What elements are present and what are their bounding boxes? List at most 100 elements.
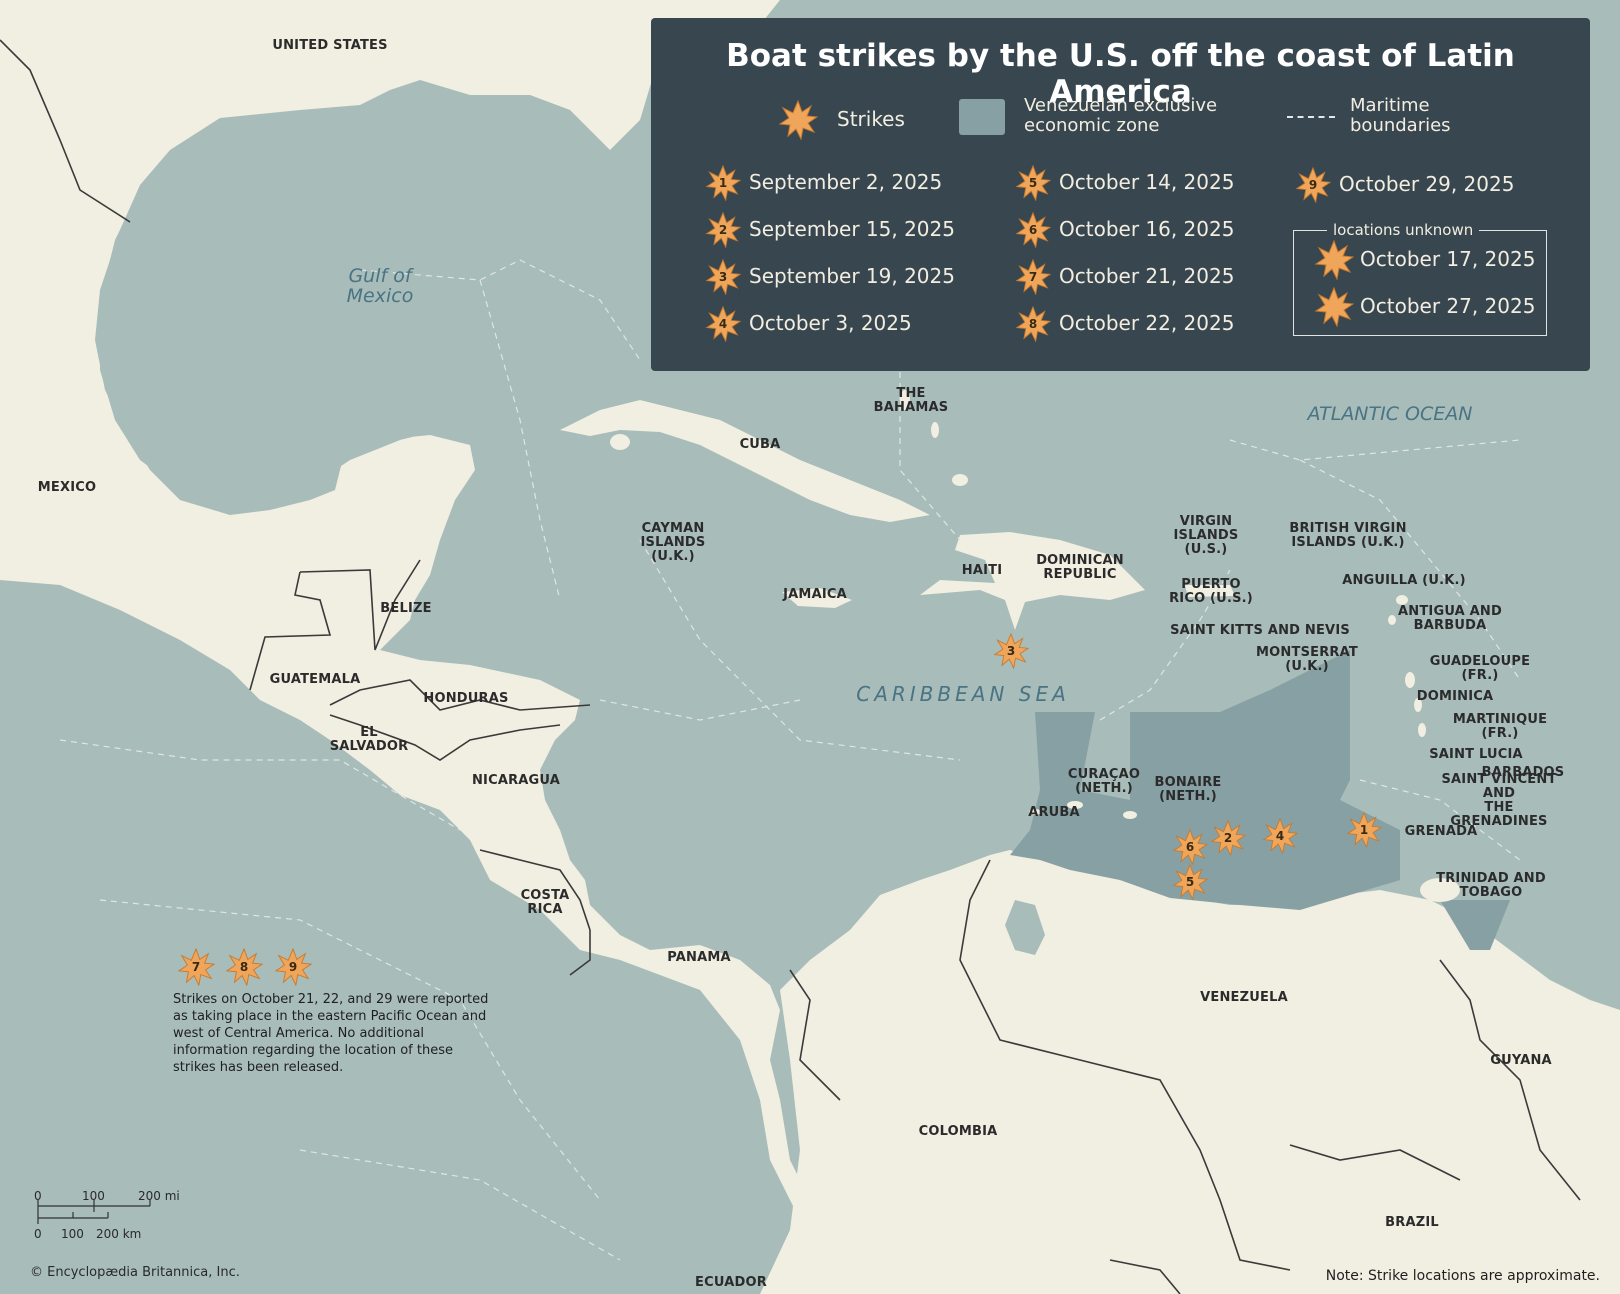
legend-boundary-label: Maritime boundaries	[1350, 95, 1451, 136]
label-mexico: MEXICO	[37, 480, 97, 495]
legend-marker-5: 5	[1015, 165, 1051, 201]
legend-date-8: October 22, 2025	[1059, 311, 1235, 335]
legend-panel: Boat strikes by the U.S. off the coast o…	[651, 18, 1590, 371]
legend-eez-swatch	[959, 99, 1005, 135]
label-cuba: CUBA	[739, 437, 781, 452]
legend-marker-8: 8	[1015, 306, 1051, 342]
label-haiti: HAITI	[961, 563, 1003, 578]
label-montserrat: MONTSERRAT (U.K.)	[1256, 645, 1358, 674]
legend-strikes-label: Strikes	[837, 107, 905, 131]
label-guyana: GUYANA	[1490, 1053, 1552, 1068]
land-south-america	[760, 850, 1620, 1294]
legend-date-2: September 15, 2025	[749, 217, 955, 241]
label-saint-lucia: SAINT LUCIA	[1429, 747, 1523, 762]
legend-date-6: October 16, 2025	[1059, 217, 1235, 241]
small-islands	[610, 390, 1460, 902]
label-guadeloupe: GUADELOUPE (FR.)	[1429, 654, 1531, 683]
scale-mi-100: 100	[82, 1189, 105, 1203]
label-trinidad-tobago: TRINIDAD AND TOBAGO	[1436, 871, 1546, 900]
label-costa-rica: COSTA RICA	[520, 888, 570, 917]
label-saint-vincent: SAINT VINCENT AND THE GRENADINES	[1441, 772, 1557, 829]
strike-marker-6: 6	[1172, 829, 1208, 865]
label-caribbean-sea: CARIBBEAN SEA	[856, 682, 1070, 706]
label-british-virgin-islands: BRITISH VIRGIN ISLANDS (U.K.)	[1289, 521, 1407, 550]
scale-mi-200: 200 mi	[138, 1189, 180, 1203]
label-cayman-islands: CAYMAN ISLANDS (U.K.)	[640, 521, 706, 564]
legend-marker-9: 9	[1295, 167, 1331, 203]
land-cuba	[560, 400, 930, 522]
label-ecuador: ECUADOR	[695, 1275, 767, 1290]
pacific-strikes-note: Strikes on October 21, 22, and 29 were r…	[173, 992, 489, 1075]
strike-marker-7: 7	[177, 948, 215, 986]
label-anguilla: ANGUILLA (U.K.)	[1342, 573, 1466, 588]
legend-date-1: September 2, 2025	[749, 170, 943, 194]
label-dominican-republic: DOMINICAN REPUBLIC	[1036, 553, 1124, 582]
label-colombia: COLOMBIA	[918, 1124, 998, 1139]
legend-date-3: September 19, 2025	[749, 264, 955, 288]
legend-date-7: October 21, 2025	[1059, 264, 1235, 288]
legend-eez-label: Venezuelan exclusive economic zone	[1024, 95, 1218, 136]
label-honduras: HONDURAS	[423, 691, 509, 706]
lake-maracaibo	[1005, 900, 1045, 955]
land-jamaica	[782, 588, 852, 608]
label-aruba: ARUBA	[1028, 805, 1080, 820]
legend-marker-4: 4	[705, 306, 741, 342]
legend-unknown-marker-1	[1314, 240, 1354, 280]
country-borders	[0, 39, 1581, 1294]
legend-marker-6: 6	[1015, 212, 1051, 248]
eez-east	[1440, 900, 1510, 950]
label-barbados: BARBADOS	[1481, 765, 1565, 780]
label-panama: PANAMA	[667, 950, 731, 965]
legend-date-9: October 29, 2025	[1339, 172, 1515, 196]
scale-km-0: 0	[34, 1227, 42, 1241]
label-saint-kitts-nevis: SAINT KITTS AND NEVIS	[1170, 623, 1350, 638]
scale-bar	[37, 1200, 151, 1224]
label-martinique: MARTINIQUE (FR.)	[1452, 712, 1548, 741]
scale-mi-0: 0	[34, 1189, 42, 1203]
strike-marker-8: 8	[225, 948, 263, 986]
label-curacao: CURAÇAO (NETH.)	[1067, 767, 1141, 796]
locations-unknown-title: locations unknown	[1327, 221, 1480, 239]
label-antigua-barbuda: ANTIGUA AND BARBUDA	[1398, 604, 1502, 633]
scale-km-200: 200 km	[96, 1227, 142, 1241]
label-puerto-rico: PUERTO RICO (U.S.)	[1169, 577, 1253, 606]
strike-marker-2: 2	[1210, 820, 1246, 856]
land-puerto-rico	[1185, 585, 1235, 597]
pacific-water	[0, 580, 830, 1294]
legend-marker-2: 2	[705, 212, 741, 248]
gulf-of-mexico	[100, 100, 640, 500]
label-guatemala: GUATEMALA	[269, 672, 361, 687]
label-venezuela: VENEZUELA	[1200, 990, 1288, 1005]
strike-marker-3: 3	[993, 633, 1029, 669]
venezuelan-eez	[1010, 650, 1400, 910]
legend-date-5: October 14, 2025	[1059, 170, 1235, 194]
legend-marker-7: 7	[1015, 259, 1051, 295]
strike-marker-5: 5	[1172, 864, 1208, 900]
label-jamaica: JAMAICA	[783, 587, 847, 602]
land-hispaniola	[920, 532, 1145, 630]
legend-boundary-line	[1287, 116, 1335, 118]
label-belize: BELIZE	[380, 601, 432, 616]
legend-unknown-date-2: October 27, 2025	[1360, 294, 1536, 318]
strike-marker-1: 1	[1346, 812, 1382, 848]
approximate-note: Note: Strike locations are approximate.	[1325, 1268, 1600, 1284]
strike-marker-4: 4	[1262, 818, 1298, 854]
label-gulf-of-mexico: Gulf of Mexico	[346, 265, 414, 307]
label-brazil: BRAZIL	[1385, 1215, 1439, 1230]
credit: © Encyclopædia Britannica, Inc.	[30, 1265, 240, 1280]
legend-marker-1: 1	[705, 165, 741, 201]
label-bonaire: BONAIRE (NETH.)	[1154, 775, 1222, 804]
label-bahamas: THE BAHAMAS	[873, 386, 949, 415]
scale-km-100: 100	[61, 1227, 84, 1241]
legend-date-4: October 3, 2025	[749, 311, 912, 335]
legend-unknown-marker-2	[1314, 287, 1354, 327]
strike-marker-9: 9	[274, 948, 312, 986]
label-nicaragua: NICARAGUA	[471, 773, 561, 788]
legend-unknown-date-1: October 17, 2025	[1360, 247, 1536, 271]
label-atlantic-ocean: ATLANTIC OCEAN	[1307, 403, 1473, 425]
legend-strike-icon	[778, 100, 818, 140]
label-dominica: DOMINICA	[1416, 689, 1494, 704]
maritime-boundaries	[59, 259, 1521, 1261]
legend-marker-3: 3	[705, 259, 741, 295]
label-virgin-islands-us: VIRGIN ISLANDS (U.S.)	[1173, 514, 1239, 557]
